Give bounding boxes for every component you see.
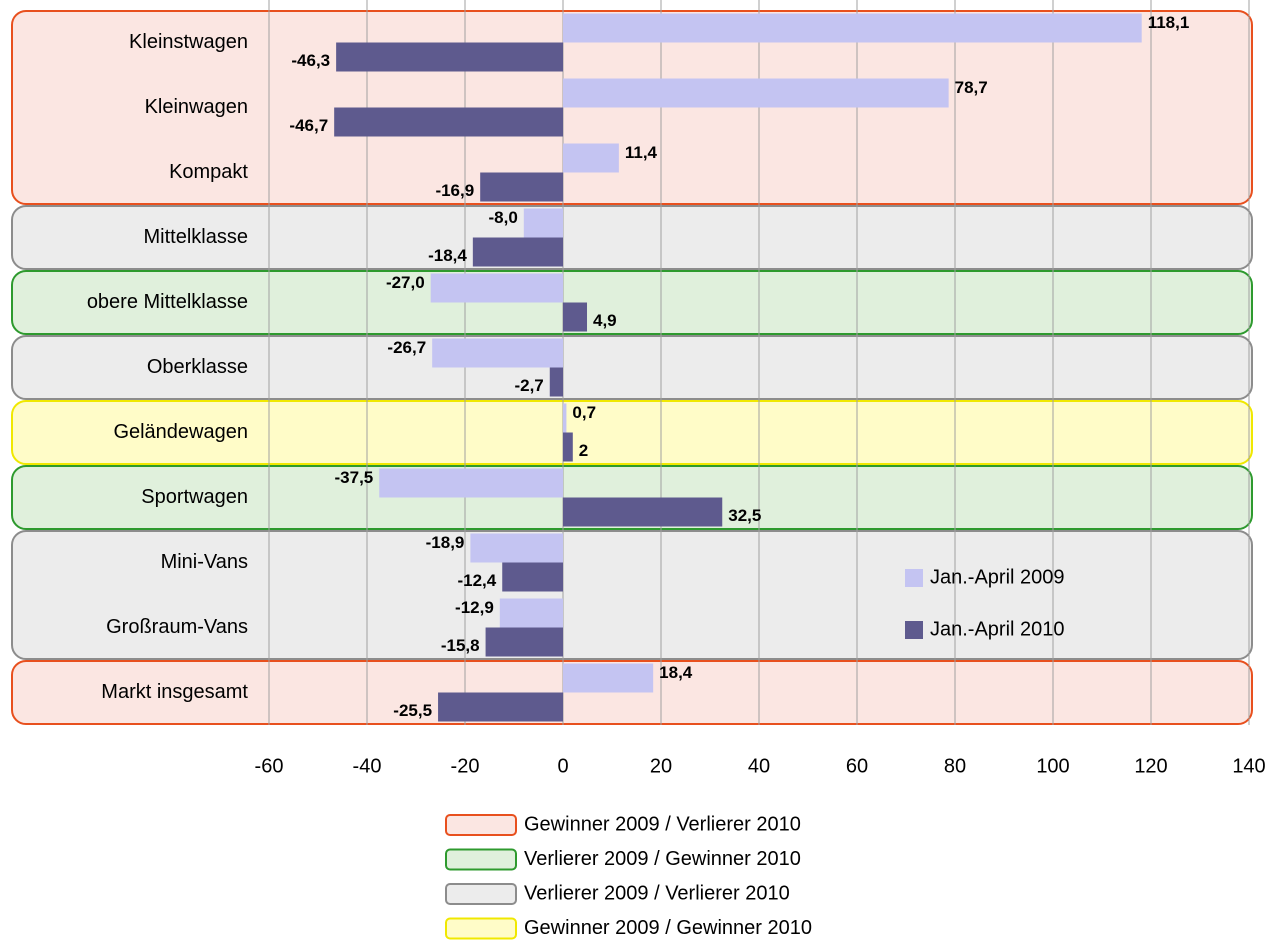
value-label: -46,7 — [289, 116, 328, 135]
value-label: 32,5 — [728, 506, 761, 525]
bar — [438, 692, 563, 722]
category-label: Mini-Vans — [161, 551, 248, 573]
value-label: -37,5 — [335, 468, 374, 487]
value-label: 118,1 — [1148, 13, 1190, 32]
bar — [563, 432, 573, 462]
group-legend-label: Gewinner 2009 / Verlierer 2010 — [524, 813, 801, 835]
value-label: 0,7 — [572, 403, 596, 422]
legend-swatch — [905, 569, 923, 587]
category-label: Kleinstwagen — [129, 31, 248, 53]
x-tick-label: 140 — [1232, 755, 1265, 777]
category-label: Kleinwagen — [145, 96, 248, 118]
x-tick-label: 120 — [1134, 755, 1167, 777]
bar — [563, 13, 1142, 43]
x-tick-label: 80 — [944, 755, 966, 777]
bar — [549, 367, 563, 397]
value-label: 4,9 — [593, 311, 617, 330]
bar — [523, 208, 563, 238]
x-tick-label: 20 — [650, 755, 672, 777]
bar — [563, 663, 654, 693]
category-label: Geländewagen — [113, 421, 248, 443]
value-label: -26,7 — [387, 338, 426, 357]
bar — [563, 78, 949, 108]
x-tick-label: 100 — [1036, 755, 1069, 777]
value-label: -12,9 — [455, 598, 494, 617]
category-label: Großraum-Vans — [106, 616, 248, 638]
bar — [379, 468, 563, 498]
category-label: Oberklasse — [147, 356, 248, 378]
group-legend-label: Verlierer 2009 / Gewinner 2010 — [524, 848, 801, 870]
bar — [485, 627, 563, 657]
value-label: -15,8 — [441, 636, 480, 655]
group-box — [11, 530, 1253, 660]
bar — [563, 403, 567, 433]
value-label: 2 — [579, 441, 588, 460]
group-legend-swatch — [445, 883, 517, 905]
legend-swatch — [905, 621, 923, 639]
bar — [563, 497, 723, 527]
group-legend-swatch — [445, 848, 517, 871]
bar — [336, 42, 563, 72]
group-legend-label: Verlierer 2009 / Verlierer 2010 — [524, 882, 790, 904]
bar — [480, 172, 563, 202]
category-label: obere Mittelklasse — [87, 291, 248, 313]
value-label: -12,4 — [457, 571, 496, 590]
group-box — [11, 400, 1253, 465]
legend-label: Jan.-April 2010 — [930, 618, 1065, 640]
x-tick-label: -20 — [451, 755, 480, 777]
value-label: 11,4 — [625, 143, 658, 162]
group-legend-swatch — [445, 917, 517, 940]
value-label: -27,0 — [386, 273, 425, 292]
group-legend-swatch — [445, 814, 517, 836]
bar — [334, 107, 563, 137]
bar — [472, 237, 563, 267]
category-label: Sportwagen — [141, 486, 248, 508]
value-label: -18,4 — [428, 246, 467, 265]
bar — [432, 338, 563, 368]
x-tick-label: 60 — [846, 755, 868, 777]
legend-label: Jan.-April 2009 — [930, 566, 1065, 588]
group-box — [11, 205, 1253, 270]
bar — [502, 562, 563, 592]
group-legend-label: Gewinner 2009 / Gewinner 2010 — [524, 917, 812, 939]
value-label: -8,0 — [489, 208, 518, 227]
bar — [470, 533, 563, 563]
category-label: Mittelklasse — [144, 226, 248, 248]
value-label: -16,9 — [435, 181, 474, 200]
value-label: 18,4 — [659, 663, 693, 682]
category-label: Kompakt — [169, 161, 248, 183]
value-label: -2,7 — [514, 376, 543, 395]
x-tick-label: 40 — [748, 755, 770, 777]
value-label: -25,5 — [393, 701, 432, 720]
bar — [563, 302, 588, 332]
x-tick-label: -40 — [353, 755, 382, 777]
x-tick-label: 0 — [557, 755, 568, 777]
value-label: -46,3 — [291, 51, 330, 70]
x-tick-label: -60 — [255, 755, 284, 777]
value-label: 78,7 — [955, 78, 988, 97]
category-label: Markt insgesamt — [101, 681, 248, 703]
bar — [499, 598, 563, 628]
group-box — [11, 270, 1253, 335]
bar — [430, 273, 563, 303]
value-label: -18,9 — [426, 533, 465, 552]
bar — [563, 143, 619, 173]
group-box — [11, 335, 1253, 400]
